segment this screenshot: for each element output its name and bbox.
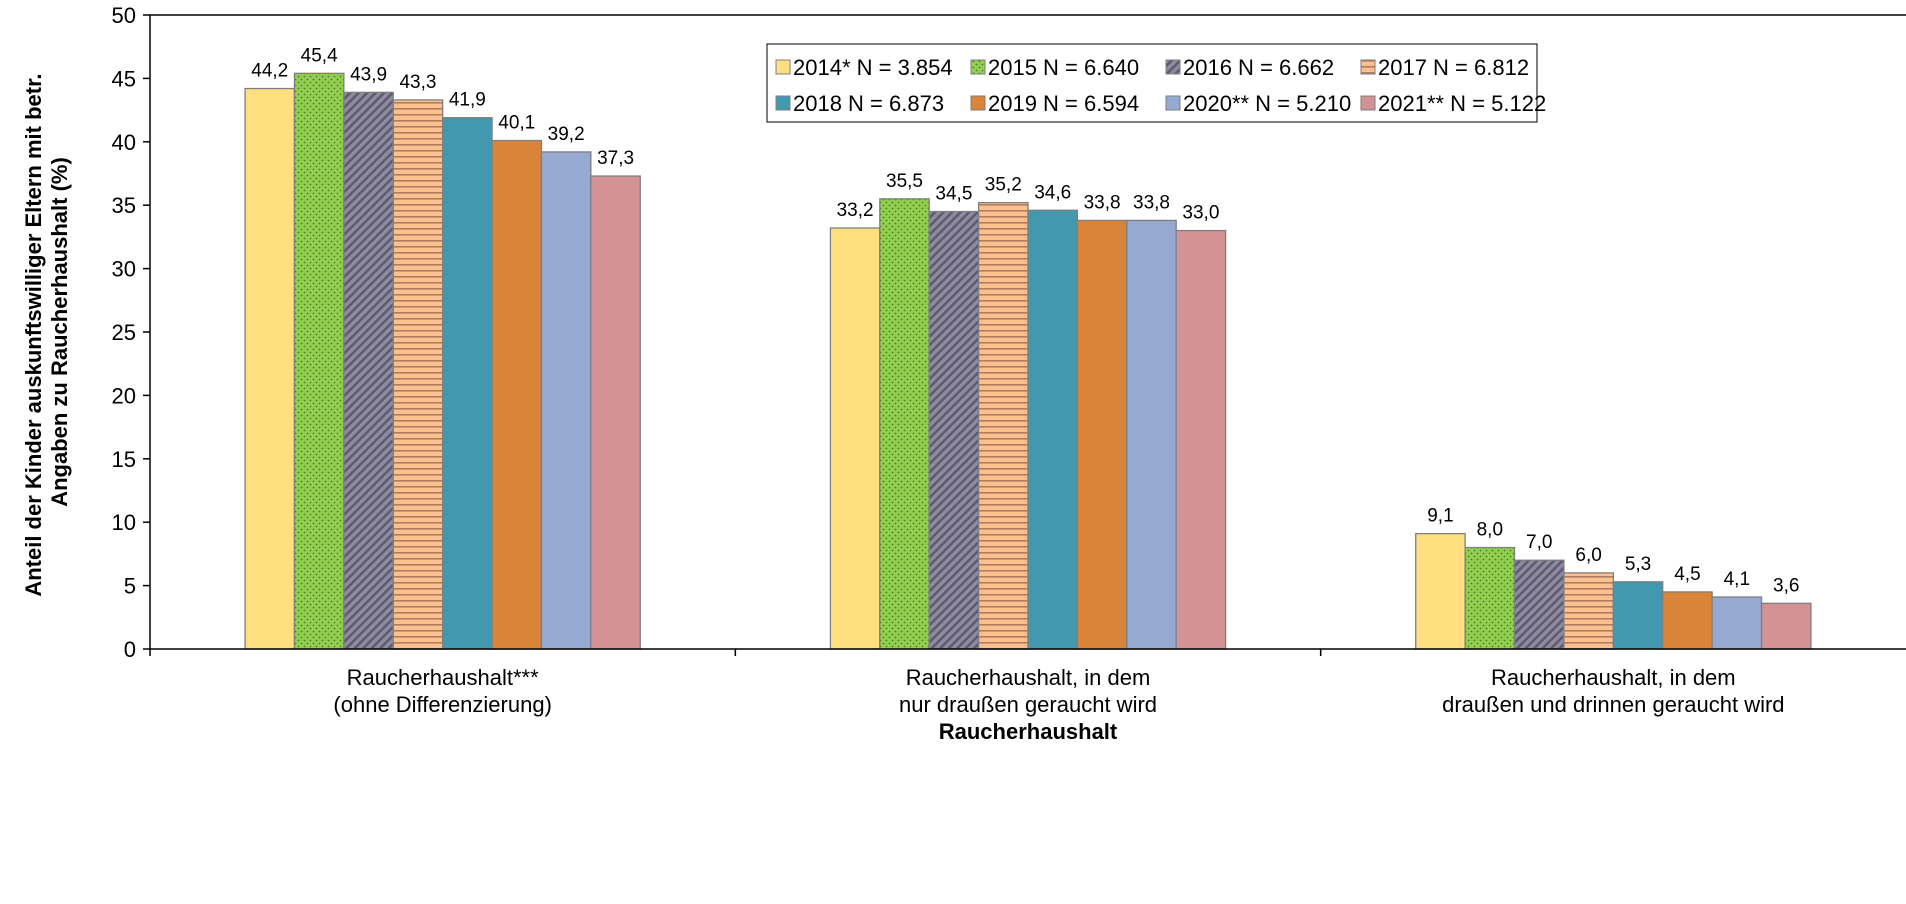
bar <box>1563 572 1614 650</box>
y-tick-label: 20 <box>112 383 136 408</box>
category-label: Raucherhaushalt*** (ohne Differenzierung) <box>333 665 552 717</box>
bar <box>1612 581 1664 650</box>
data-label: 4,1 <box>1724 569 1750 590</box>
data-label: 39,2 <box>548 124 585 145</box>
legend-swatch <box>1360 95 1376 111</box>
category-label-line: nur draußen geraucht wird <box>899 692 1157 717</box>
data-label: 33,8 <box>1084 192 1121 213</box>
bar <box>1711 596 1763 650</box>
data-label: 34,5 <box>935 184 972 205</box>
legend-swatch <box>970 59 986 75</box>
category-label: Raucherhaushalt, in dem nur draußen gerau… <box>899 665 1157 717</box>
category-label: Raucherhaushalt, in dem draußen und drinn… <box>1442 665 1784 717</box>
data-label: 35,5 <box>886 171 923 192</box>
legend-label: 2020** N = 5.210 <box>1183 91 1351 116</box>
legend-label: 2016 N = 6.662 <box>1183 55 1334 80</box>
y-tick-label: 15 <box>112 447 136 472</box>
bar <box>977 202 1029 650</box>
category-label-line: Raucherhaushalt, in dem <box>906 665 1151 690</box>
legend: 2014* N = 3.854 2015 N = 6.640 2016 N = 6.… <box>766 43 1546 123</box>
data-label: 37,3 <box>597 148 634 169</box>
data-label: 9,1 <box>1427 506 1453 527</box>
bar <box>293 72 345 650</box>
legend-label: 2014* N = 3.854 <box>793 55 953 80</box>
bar <box>1662 591 1713 650</box>
legend-swatch <box>1165 59 1181 75</box>
data-label: 34,6 <box>1034 182 1071 203</box>
bar <box>829 227 881 650</box>
data-label: 43,3 <box>399 72 436 93</box>
y-tick-label: 50 <box>112 3 136 28</box>
y-axis-title-line-2: Angaben zu Raucherhaushalt (%) <box>47 157 72 507</box>
x-axis: Raucherhaushalt*** (ohne Differenzierung)… <box>149 648 1906 717</box>
data-label: 3,6 <box>1773 575 1799 596</box>
bar <box>1464 546 1516 650</box>
legend-swatch <box>1360 59 1376 75</box>
data-label: 45,4 <box>301 45 338 66</box>
category-label-line: Raucherhaushalt*** <box>347 665 539 690</box>
y-axis: 0 5 10 15 20 25 30 35 40 45 50 <box>112 3 151 662</box>
category-label-line: draußen und drinnen geraucht wird <box>1442 692 1784 717</box>
legend-swatch <box>775 95 791 111</box>
bar <box>1415 532 1466 650</box>
category-label-line: Raucherhaushalt, in dem <box>1491 665 1736 690</box>
bar <box>244 87 296 650</box>
data-label: 40,1 <box>498 113 535 134</box>
data-label: 44,2 <box>251 61 288 82</box>
bar <box>392 99 444 650</box>
y-tick-label: 40 <box>112 130 136 155</box>
legend-label: 2018 N = 6.873 <box>793 91 944 116</box>
bar <box>1513 559 1565 650</box>
bar <box>1027 209 1079 650</box>
legend-box <box>766 43 1538 123</box>
legend-label: 2019 N = 6.594 <box>988 91 1139 116</box>
legend-swatch <box>1165 95 1181 111</box>
legend-label: 2021** N = 5.122 <box>1378 91 1546 116</box>
bar <box>343 91 394 650</box>
data-label: 5,3 <box>1625 554 1651 575</box>
data-label: 8,0 <box>1477 520 1503 541</box>
legend-label: 2017 N = 6.812 <box>1378 55 1529 80</box>
bar <box>1175 229 1227 650</box>
data-label: 33,0 <box>1182 203 1219 224</box>
bar <box>879 198 930 650</box>
bar <box>442 117 493 650</box>
y-tick-label: 10 <box>112 510 136 535</box>
y-tick-label: 5 <box>124 574 136 599</box>
data-label: 41,9 <box>449 90 486 111</box>
data-labels-group: 44,2 45,4 43,9 43,3 41,9 40,1 39,2 37,3 33,2 35,5… <box>251 45 1799 596</box>
bar <box>540 151 592 650</box>
data-label: 33,2 <box>837 200 874 221</box>
bar <box>491 139 543 650</box>
x-axis-title: Raucherhaushalt <box>939 719 1118 744</box>
bars-group <box>244 72 1812 650</box>
bar <box>1076 219 1128 650</box>
bar <box>1760 602 1812 650</box>
data-label: 43,9 <box>350 64 387 85</box>
y-axis-title-line-1: Anteil der Kinder auskunftswilliger Elte… <box>21 73 46 596</box>
data-label: 7,0 <box>1526 532 1552 553</box>
legend-swatch <box>970 95 986 111</box>
legend-swatch <box>775 59 791 75</box>
y-tick-label: 25 <box>112 320 136 345</box>
y-tick-label: 45 <box>112 66 136 91</box>
y-tick-label: 30 <box>112 257 136 282</box>
bar <box>1126 219 1177 650</box>
bar <box>590 175 641 650</box>
y-tick-label: 35 <box>112 193 136 218</box>
category-label-line: (ohne Differenzierung) <box>333 692 552 717</box>
y-tick-label: 0 <box>124 637 136 662</box>
data-label: 33,8 <box>1133 192 1170 213</box>
data-label: 6,0 <box>1575 545 1601 566</box>
y-axis-title: Anteil der Kinder auskunftswilliger Elte… <box>21 67 72 596</box>
bar <box>928 210 980 650</box>
data-label: 4,5 <box>1674 564 1700 585</box>
data-label: 35,2 <box>985 175 1022 196</box>
legend-label: 2015 N = 6.640 <box>988 55 1139 80</box>
